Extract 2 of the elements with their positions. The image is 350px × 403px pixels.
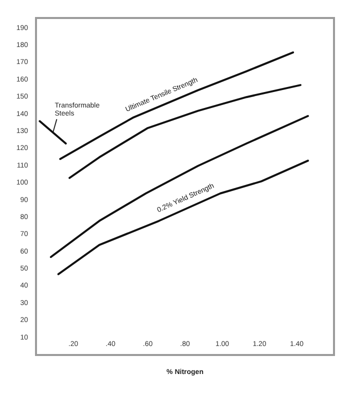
line-series — [50, 115, 309, 258]
line-series — [57, 160, 309, 276]
